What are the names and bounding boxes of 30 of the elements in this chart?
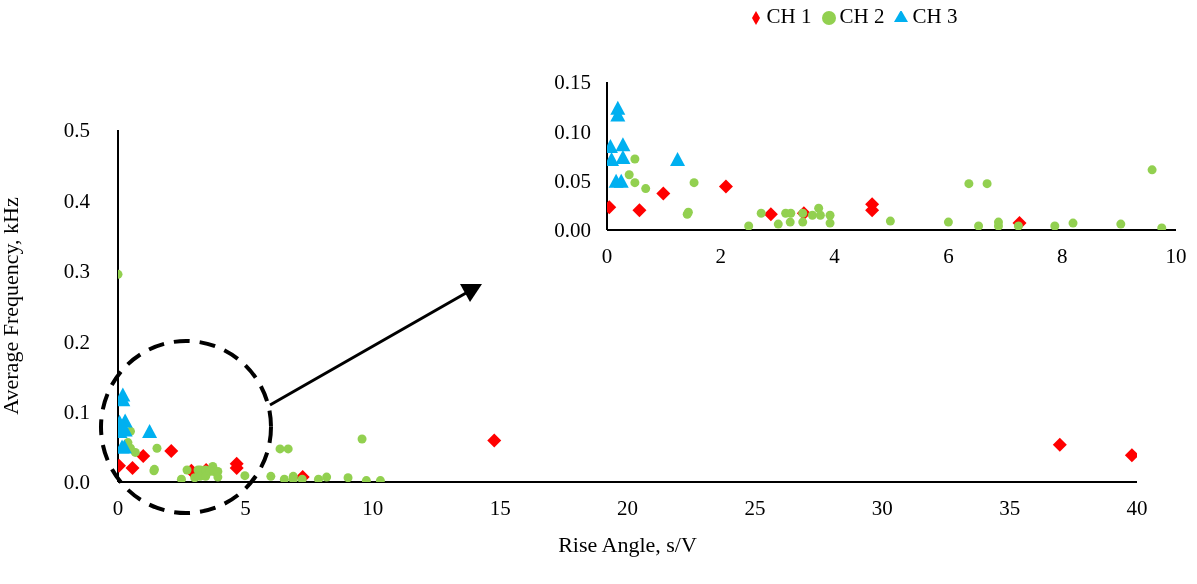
y-tick-label: 0.3 bbox=[63, 259, 90, 284]
y-tick-label: 0.05 bbox=[554, 169, 591, 194]
x-tick-label: 5 bbox=[240, 495, 251, 520]
y-axis-title: Average Frequency, kHz bbox=[0, 197, 23, 415]
x-tick-label: 0 bbox=[112, 495, 124, 520]
x-tick-label: 30 bbox=[871, 495, 893, 520]
y-tick-label: 0.15 bbox=[554, 70, 591, 95]
y-tick-label: 0.10 bbox=[554, 119, 591, 144]
x-tick-label: 35 bbox=[999, 495, 1021, 520]
legend-label: CH 1 bbox=[766, 4, 812, 28]
legend-label: CH 2 bbox=[839, 4, 885, 28]
x-tick-label: 40 bbox=[1126, 495, 1148, 520]
x-tick-label: 2 bbox=[715, 243, 727, 268]
y-tick-label: 0.2 bbox=[63, 329, 90, 354]
x-tick-label: 4 bbox=[829, 243, 841, 268]
x-tick-label: 10 bbox=[362, 495, 384, 520]
x-tick-label: 6 bbox=[943, 243, 954, 268]
y-tick-label: 0.4 bbox=[63, 188, 91, 213]
x-tick-label: 15 bbox=[489, 495, 511, 520]
y-tick-label: 0.5 bbox=[63, 118, 90, 143]
y-tick-label: 0.0 bbox=[63, 470, 90, 495]
x-tick-label: 20 bbox=[617, 495, 638, 520]
y-tick-label: 0.1 bbox=[63, 400, 90, 425]
x-tick-label: 25 bbox=[744, 495, 766, 520]
x-tick-label: 10 bbox=[1165, 243, 1187, 268]
x-tick-label: 8 bbox=[1056, 243, 1068, 268]
legend-label: CH 3 bbox=[912, 4, 958, 28]
x-tick-label: 0 bbox=[601, 243, 613, 268]
y-tick-label: 0.00 bbox=[554, 218, 591, 243]
x-axis-title: Rise Angle, s/V bbox=[558, 532, 697, 557]
